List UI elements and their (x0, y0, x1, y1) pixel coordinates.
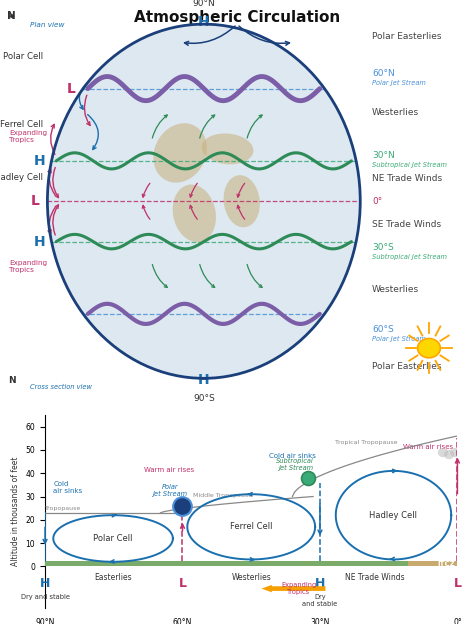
Bar (45, 560, 457, 567)
Text: N: N (8, 11, 16, 21)
Text: Ferrel Cell: Ferrel Cell (0, 120, 43, 129)
Text: Expanding
Tropics: Expanding Tropics (281, 582, 316, 595)
Text: N: N (8, 376, 16, 385)
Point (179, 501, 186, 511)
Y-axis label: Altitude in thousands of feet: Altitude in thousands of feet (11, 457, 20, 567)
Text: NE Trade Winds: NE Trade Winds (345, 573, 405, 582)
Ellipse shape (450, 448, 461, 457)
Text: Warm air rises: Warm air rises (403, 444, 454, 450)
Text: Polar Cell: Polar Cell (2, 52, 43, 61)
Text: Cross section view: Cross section view (30, 384, 92, 390)
Text: Subtropical
Jet Stream: Subtropical Jet Stream (276, 458, 314, 471)
Text: SE Trade Winds: SE Trade Winds (372, 220, 441, 228)
Text: NE Trade Winds: NE Trade Winds (372, 174, 442, 183)
Ellipse shape (178, 504, 187, 512)
Text: Plan view: Plan view (30, 22, 64, 28)
Text: H: H (40, 577, 50, 590)
Text: H: H (315, 577, 325, 590)
Ellipse shape (47, 24, 360, 378)
Ellipse shape (438, 448, 448, 457)
Text: Expanding
Tropics: Expanding Tropics (9, 130, 47, 143)
Text: Polar
Jet Stream: Polar Jet Stream (153, 484, 188, 497)
Ellipse shape (173, 185, 216, 242)
Ellipse shape (184, 502, 193, 510)
Text: Polar Cell: Polar Cell (93, 534, 133, 543)
Text: Expanding
Tropics: Expanding Tropics (9, 260, 47, 273)
Text: Hadley Cell: Hadley Cell (370, 510, 418, 520)
Text: Cold air sinks: Cold air sinks (269, 453, 316, 459)
Text: H: H (34, 154, 46, 168)
Circle shape (418, 338, 440, 358)
Text: Ferrel Cell: Ferrel Cell (230, 522, 273, 531)
Ellipse shape (153, 123, 207, 183)
Text: H: H (34, 235, 46, 248)
Text: 0°: 0° (372, 197, 383, 206)
Text: Atmospheric Circulation: Atmospheric Circulation (134, 10, 340, 25)
Text: 90°S: 90°S (193, 394, 215, 404)
Text: L: L (67, 82, 76, 95)
Text: 60°S: 60°S (372, 324, 394, 334)
Text: Westerlies: Westerlies (372, 108, 419, 117)
Text: 30°S: 30°S (372, 243, 394, 251)
Text: Subtropical Jet Stream: Subtropical Jet Stream (372, 254, 447, 260)
Text: Dry and stable: Dry and stable (20, 595, 70, 600)
Point (304, 473, 311, 483)
Ellipse shape (172, 502, 181, 510)
Ellipse shape (444, 450, 454, 459)
Text: L: L (454, 577, 461, 590)
Text: H: H (198, 373, 210, 388)
Text: Easterlies: Easterlies (94, 573, 132, 582)
Text: Polar Jet Stream: Polar Jet Stream (372, 336, 426, 343)
FancyArrow shape (262, 585, 326, 592)
Text: 60°N: 60°N (372, 69, 395, 78)
Text: ITCZ: ITCZ (438, 560, 456, 567)
Text: L: L (31, 194, 40, 208)
Text: Hadley Cell: Hadley Cell (0, 172, 43, 182)
Text: 90°N: 90°N (192, 0, 215, 8)
Ellipse shape (224, 175, 260, 227)
Text: Westerlies: Westerlies (231, 573, 271, 582)
Text: Westerlies: Westerlies (372, 285, 419, 295)
Text: Warm air rises: Warm air rises (144, 467, 194, 473)
Text: 30°N: 30°N (372, 151, 395, 160)
Text: Polar Easterlies: Polar Easterlies (372, 362, 442, 371)
Text: L: L (179, 577, 186, 590)
Text: Cold
air sinks: Cold air sinks (53, 480, 82, 494)
Text: Polar Easterlies: Polar Easterlies (372, 32, 442, 41)
Text: Dry
and stable: Dry and stable (302, 595, 337, 607)
Text: Middle Tropopause: Middle Tropopause (193, 493, 253, 498)
Bar (408, 560, 457, 567)
Ellipse shape (201, 134, 254, 164)
Text: Polar Jet Stream: Polar Jet Stream (372, 80, 426, 86)
Text: Tropopause: Tropopause (45, 505, 81, 510)
Text: H: H (198, 15, 210, 29)
Text: Tropical Tropopause: Tropical Tropopause (336, 441, 398, 446)
Text: Subtropical Jet Stream: Subtropical Jet Stream (372, 162, 447, 168)
